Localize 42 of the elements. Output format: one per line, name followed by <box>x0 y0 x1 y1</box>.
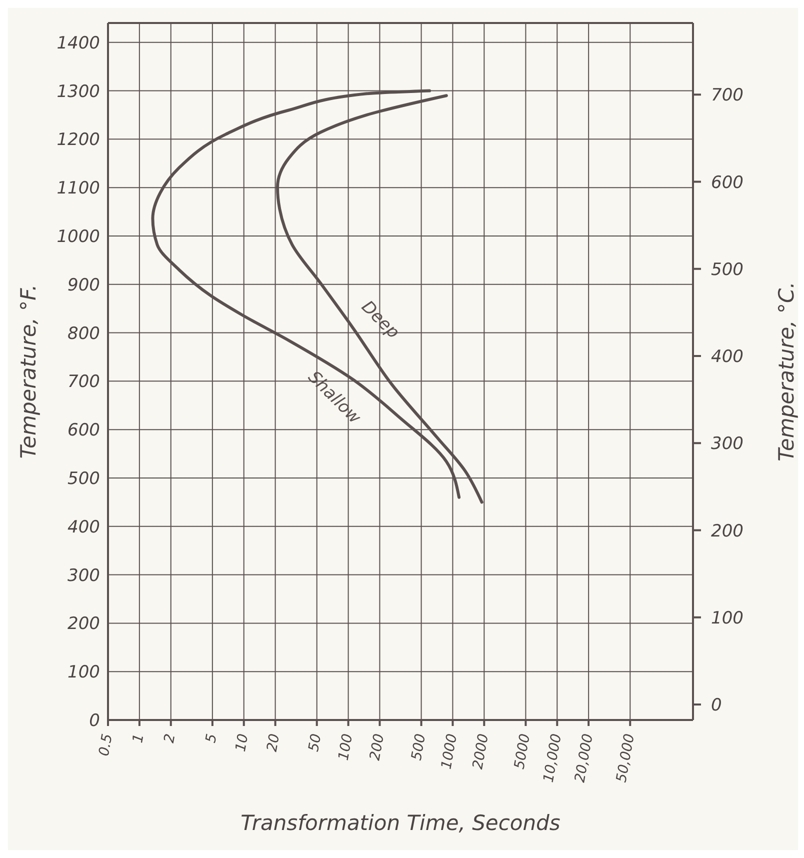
x-tick-label: 50 <box>306 732 325 753</box>
y2-tick-label: 700 <box>711 86 744 106</box>
y-tick-label: 700 <box>68 372 100 392</box>
y-tick-label: 900 <box>68 275 100 296</box>
x-tick-label: 10,000 <box>540 732 566 784</box>
y-tick-label: 500 <box>68 469 100 490</box>
y2-tick-label: 600 <box>711 172 744 193</box>
y-tick-label: 1100 <box>56 178 100 199</box>
y-tick-label: 200 <box>68 614 100 634</box>
y2-axis-title: Temperature, °C. <box>774 282 798 462</box>
y-tick-label: 1400 <box>56 33 100 54</box>
x-tick-label: 10 <box>232 732 252 753</box>
y2-tick-label: 400 <box>711 347 744 368</box>
y2-tick-label: 200 <box>711 521 744 542</box>
x-tick-label: 100 <box>336 732 356 762</box>
y2-tick-label: 300 <box>711 434 744 454</box>
y2-tick-label: 100 <box>711 608 744 628</box>
y2-tick-label: 500 <box>711 260 744 280</box>
x-tick-label: 200 <box>367 732 388 762</box>
x-tick-label: 2 <box>161 732 179 744</box>
x-tick-label: 1 <box>130 732 148 744</box>
y-tick-label: 800 <box>68 324 100 344</box>
x-tick-label: 2000 <box>470 732 492 770</box>
x-tick-label: 5 <box>203 732 220 744</box>
x-tick-label: 50,000 <box>614 732 638 784</box>
x-tick-label: 500 <box>408 732 430 762</box>
x-tick-label: 0.5 <box>96 732 116 758</box>
y-tick-label: 0 <box>89 711 100 732</box>
y-tick-label: 1200 <box>56 130 100 150</box>
x-tick-label: 1000 <box>438 732 461 770</box>
y-axis-title: Temperature, °F. <box>16 284 40 459</box>
y2-tick-label: 0 <box>711 696 722 716</box>
y-tick-label: 1300 <box>56 82 100 102</box>
x-axis-title: Transformation Time, Seconds <box>240 811 560 835</box>
x-tick-label: 5000 <box>512 732 534 770</box>
y-tick-label: 600 <box>68 420 100 441</box>
x-tick-label: 20 <box>264 732 284 753</box>
y-tick-label: 1000 <box>56 227 100 248</box>
x-tick-label: 20,000 <box>572 732 596 784</box>
y-tick-label: 300 <box>68 566 100 586</box>
y-tick-label: 400 <box>68 517 100 538</box>
y-tick-label: 100 <box>68 662 100 683</box>
